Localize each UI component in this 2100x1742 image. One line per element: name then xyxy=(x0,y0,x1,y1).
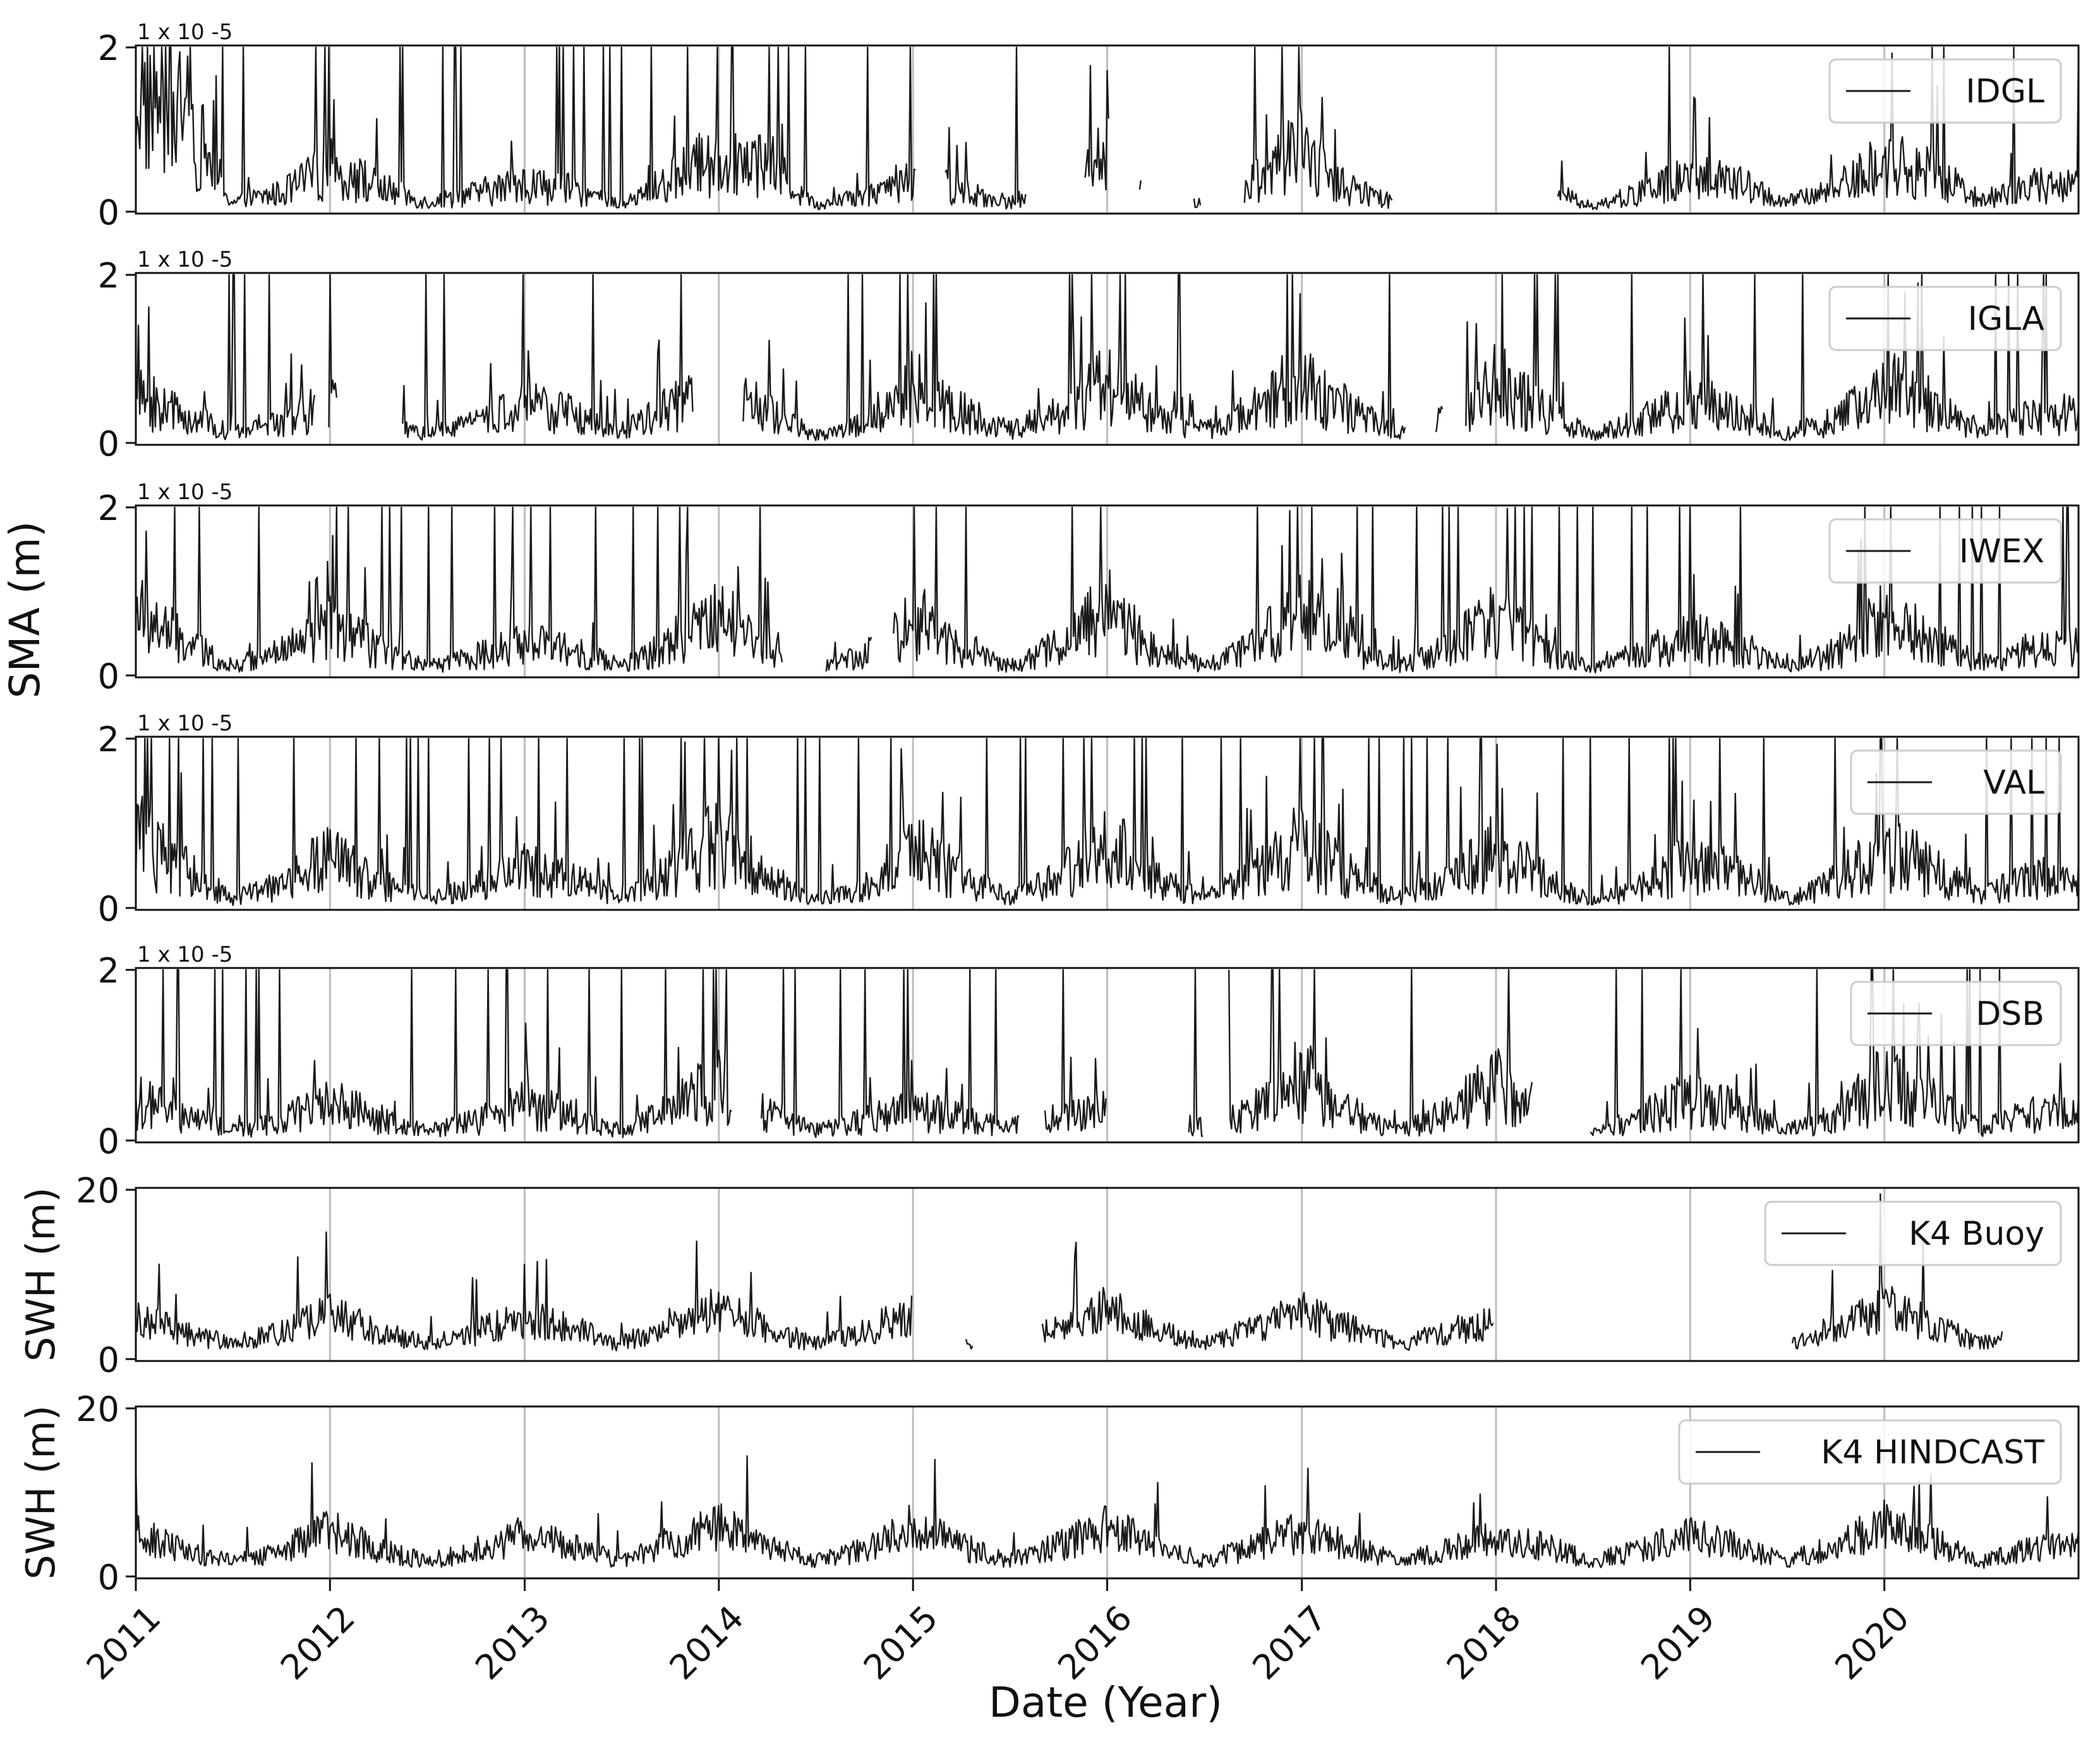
y-axis-label: SWH (m) xyxy=(18,1405,64,1580)
legend-label: K4 Buoy xyxy=(1909,1215,2044,1253)
x-tick-label: 2018 xyxy=(1439,1598,1529,1688)
axes-frame xyxy=(135,1187,2080,1362)
legend-label: IDGL xyxy=(1965,73,2044,111)
multiplier-label: 1 x 10 -5 xyxy=(137,942,232,967)
x-axis-ticks: 2011 2012 2013 2014 2015 2016 2017 2018 2019 2020 xyxy=(79,1578,1917,1688)
y-tick-label: 20 xyxy=(76,1389,119,1429)
y-tick-label: 0 xyxy=(98,656,119,696)
y-tick-label: 0 xyxy=(98,1122,119,1161)
legend-box xyxy=(1828,518,2062,584)
legend-label: K4 HINDCAST xyxy=(1821,1434,2044,1472)
series-line-val xyxy=(135,737,2080,906)
x-tick-label: 2019 xyxy=(1633,1598,1723,1688)
legend-box xyxy=(1828,58,2062,124)
x-axis-label: Date (Year) xyxy=(989,1678,1222,1727)
panel-2: 0 2 1 x 10 -5 IGLA xyxy=(98,247,2080,464)
x-tick-label: 2016 xyxy=(1050,1598,1140,1688)
y-tick-label: 0 xyxy=(98,1340,119,1380)
multiplier-label: 1 x 10 -5 xyxy=(137,247,232,272)
x-tick-label: 2014 xyxy=(662,1598,752,1688)
series-line-idgl xyxy=(135,46,2080,210)
x-tick-label: 2015 xyxy=(856,1598,946,1688)
legend-label: VAL xyxy=(1983,764,2044,802)
legend-box xyxy=(1850,981,2062,1046)
y-tick-label: 0 xyxy=(98,424,119,464)
series-line-k4-hindcast xyxy=(135,1455,2080,1569)
y-tick-label: 2 xyxy=(98,720,119,759)
legend-box xyxy=(1850,749,2062,815)
axes-frame xyxy=(135,967,2080,1144)
series-line-dsb xyxy=(135,969,2080,1139)
axes-frame xyxy=(135,735,2080,911)
legend-box xyxy=(1764,1201,2062,1266)
y-tick-label: 20 xyxy=(76,1171,119,1211)
legend-box xyxy=(1828,286,2062,351)
panel-5: 0 2 1 x 10 -5 DSB xyxy=(98,942,2080,1161)
panel-1: 0 2 1 x 10 -5 IDGL xyxy=(98,20,2080,233)
legend-box xyxy=(1678,1419,2062,1485)
multiplier-label: 1 x 10 -5 xyxy=(137,20,232,45)
y-tick-label: 2 xyxy=(98,28,119,68)
x-tick-label: 2012 xyxy=(273,1598,363,1688)
series-line-iwex xyxy=(135,506,2079,674)
y-tick-label: 0 xyxy=(98,1558,119,1597)
panel-6: 0 20 SWH (m) K4 Buoy xyxy=(18,1171,2080,1380)
multiplier-label: 1 x 10 -5 xyxy=(137,711,232,736)
y-axis-label: SWH (m) xyxy=(18,1187,64,1362)
legend-label: DSB xyxy=(1976,995,2044,1033)
y-tick-label: 2 xyxy=(98,488,119,528)
axes-frame xyxy=(135,504,2080,679)
y-tick-label: 2 xyxy=(98,256,119,296)
sma-shared-ylabel: SMA (m) xyxy=(1,521,49,699)
y-tick-label: 2 xyxy=(98,951,119,991)
axes-frame xyxy=(135,272,2080,446)
multiplier-label: 1 x 10 -5 xyxy=(137,480,232,505)
panel-3: 0 2 1 x 10 -5 IWEX xyxy=(98,480,2080,696)
x-tick-label: 2020 xyxy=(1827,1598,1917,1688)
x-tick-label: 2013 xyxy=(468,1598,557,1688)
series-line-igla xyxy=(135,274,2080,442)
panels-group: 0 2 1 x 10 -5 IDGL 0 2 1 x 10 -5 IGLA 0 2 1 x 10 -… xyxy=(18,20,2080,1597)
legend-label: IGLA xyxy=(1968,300,2045,338)
axes-frame xyxy=(135,44,2080,215)
series-line-k4-buoy xyxy=(135,1193,2003,1352)
panel-7: 0 20 SWH (m) K4 HINDCAST xyxy=(18,1389,2080,1597)
y-tick-label: 0 xyxy=(98,193,119,233)
x-tick-label: 2011 xyxy=(79,1598,169,1688)
legend-label: IWEX xyxy=(1959,533,2044,571)
panel-4: 0 2 1 x 10 -5 VAL xyxy=(98,711,2080,929)
y-tick-label: 0 xyxy=(98,889,119,929)
x-tick-label: 2017 xyxy=(1245,1598,1334,1688)
